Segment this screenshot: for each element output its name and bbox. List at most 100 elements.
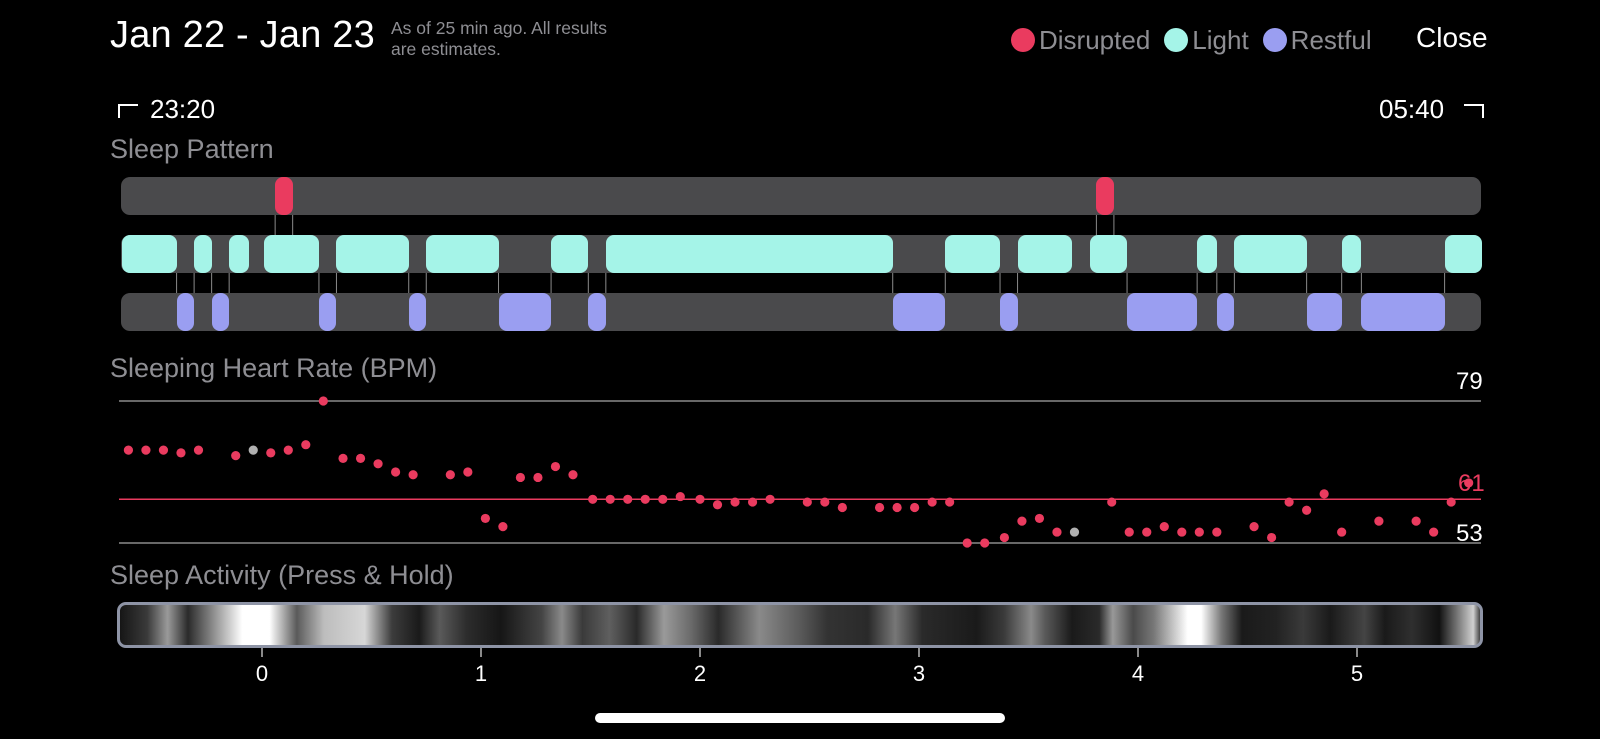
hr-point <box>1052 527 1062 537</box>
x-tick-label: 1 <box>474 661 488 686</box>
sleep-activity-bar[interactable] <box>117 602 1483 648</box>
pattern-light-segment <box>1234 235 1307 273</box>
legend-restful: Restful <box>1262 24 1372 56</box>
hr-point <box>1124 527 1134 537</box>
home-indicator[interactable] <box>595 713 1005 723</box>
hr-point <box>623 494 633 504</box>
hr-point <box>980 538 990 548</box>
legend-disrupted: Disrupted <box>1011 25 1150 56</box>
activity-title: Sleep Activity (Press & Hold) <box>110 560 454 590</box>
x-tick-label: 2 <box>693 661 707 686</box>
pattern-light-segment <box>194 235 212 273</box>
x-tick-mark <box>480 648 482 657</box>
hr-point <box>802 497 812 507</box>
hr-point <box>1212 527 1222 537</box>
x-tick-mark <box>918 648 920 657</box>
hr-point <box>498 522 508 532</box>
hr-point <box>910 502 920 513</box>
light-color-dot <box>1164 28 1189 52</box>
x-tick-label: 5 <box>1350 661 1364 686</box>
pattern-restful-segment <box>176 293 195 331</box>
hr-point <box>1266 532 1277 543</box>
hr-point <box>515 472 526 483</box>
pattern-disrupted-segment <box>1096 177 1114 215</box>
hr-point <box>318 396 328 406</box>
hr-point-gray <box>248 445 258 455</box>
hr-point <box>730 497 740 507</box>
hr-point <box>675 491 685 502</box>
pattern-restful-segment <box>498 293 552 331</box>
pattern-restful-segment <box>318 293 337 331</box>
hr-point <box>176 448 186 458</box>
x-tick-mark <box>261 648 263 657</box>
hr-point <box>927 497 937 507</box>
hr-point <box>892 502 902 513</box>
hr-point <box>1142 527 1152 537</box>
pattern-light-segment <box>1197 235 1217 273</box>
hr-point <box>1177 527 1187 537</box>
hr-point <box>445 470 455 480</box>
x-tick-label: 4 <box>1131 661 1145 686</box>
pattern-restful-segment <box>1306 293 1342 331</box>
pattern-light-segment <box>1444 235 1482 273</box>
hr-point <box>266 448 276 458</box>
sleep-pattern-title: Sleep Pattern <box>110 134 274 164</box>
pattern-restful-segment <box>1361 293 1445 331</box>
pattern-restful-segment <box>1000 293 1018 331</box>
pattern-light-segment <box>605 235 893 273</box>
pattern-restful-segment <box>1216 293 1235 331</box>
pattern-light-segment <box>121 235 177 273</box>
disrupted-track <box>121 177 1481 215</box>
hr-point <box>712 500 723 510</box>
restful-track <box>121 293 1481 331</box>
hr-point <box>1159 522 1169 532</box>
hr-point <box>1374 516 1384 526</box>
pattern-restful-segment <box>892 293 946 331</box>
hr-point <box>231 451 241 461</box>
heart-rate-title: Sleeping Heart Rate (BPM) <box>110 353 438 383</box>
hr-point <box>373 459 383 469</box>
hr-point-gray <box>1069 527 1080 537</box>
hr-point <box>355 453 366 463</box>
hr-point <box>1284 497 1294 507</box>
close-button[interactable]: Close <box>1416 22 1488 53</box>
pattern-light-segment <box>1017 235 1073 273</box>
legend-disrupted-label: Disrupted <box>1039 24 1151 55</box>
pattern-restful-segment <box>1127 293 1198 331</box>
hr-point <box>463 467 473 477</box>
date-range-title: Jan 22 - Jan 23 <box>110 14 375 56</box>
estimate-note-line1: As of 25 min ago. All results <box>391 18 607 38</box>
legend-restful-label: Restful <box>1290 24 1372 55</box>
pattern-disrupted-segment <box>275 177 293 215</box>
hr-point <box>605 494 615 504</box>
hr-point <box>1429 527 1439 537</box>
pattern-light-segment <box>1089 235 1128 273</box>
pattern-light-segment <box>426 235 499 273</box>
hr-max-label: 79 <box>1456 368 1483 395</box>
hr-point <box>568 470 578 480</box>
hr-point <box>338 453 348 463</box>
hr-point <box>1017 516 1027 526</box>
end-bracket-icon <box>1464 104 1484 118</box>
pattern-light-segment <box>1341 235 1362 273</box>
pattern-restful-segment <box>588 293 606 331</box>
hr-point <box>141 445 151 455</box>
hr-point <box>550 461 561 472</box>
restful-color-dot <box>1262 28 1287 52</box>
hr-point <box>301 440 311 450</box>
hr-point <box>1107 497 1117 507</box>
hr-point <box>1411 516 1421 526</box>
hr-point <box>408 470 418 480</box>
pattern-light-segment <box>264 235 319 273</box>
hr-point <box>193 445 204 455</box>
hr-point <box>1337 527 1347 537</box>
hr-point <box>390 467 401 477</box>
x-tick-label: 0 <box>255 661 269 686</box>
pattern-restful-segment <box>408 293 427 331</box>
hr-point <box>658 494 668 504</box>
estimate-note: As of 25 min ago. All results are estima… <box>391 18 681 60</box>
legend-light-label: Light <box>1192 24 1249 55</box>
hr-point <box>1034 513 1045 524</box>
hr-point <box>695 494 705 504</box>
